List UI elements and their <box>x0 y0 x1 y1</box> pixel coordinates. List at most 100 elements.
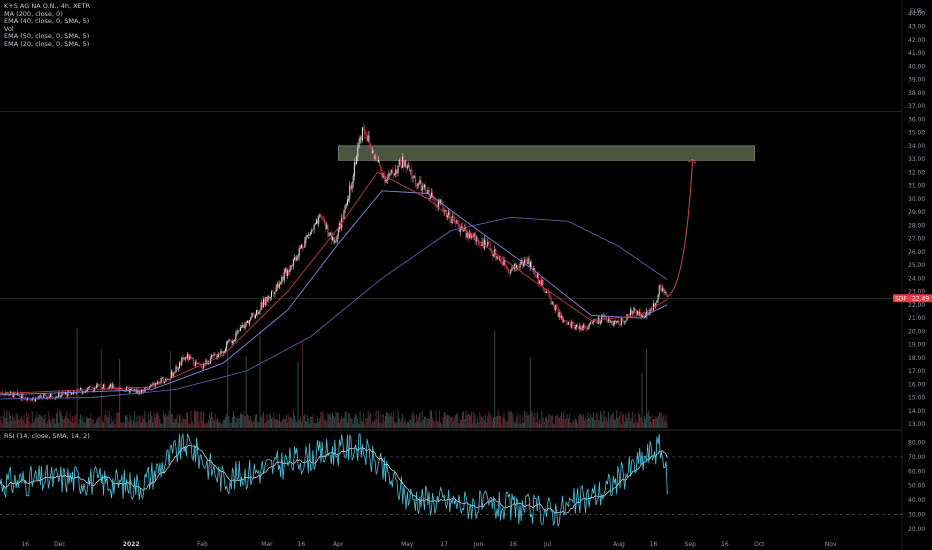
volume-bar <box>394 421 396 428</box>
candle-body <box>128 387 130 393</box>
candle-body <box>367 135 369 141</box>
candle-body <box>58 392 60 397</box>
candle-body <box>195 361 197 366</box>
candle-body <box>344 205 346 210</box>
volume-bar <box>497 410 499 428</box>
volume-bar <box>612 412 614 428</box>
legend-ema40[interactable]: EMA (40, close, 0, SMA, 5) <box>4 17 90 26</box>
volume-bar <box>251 421 253 428</box>
price-tick-label: 37.00 <box>908 103 925 110</box>
volume-bar <box>638 411 640 428</box>
volume-bar <box>444 412 446 428</box>
volume-bar <box>205 423 207 428</box>
volume-bar <box>76 328 78 428</box>
volume-bar <box>230 422 232 428</box>
volume-series <box>0 328 668 428</box>
candle-body <box>505 266 507 268</box>
volume-bar <box>277 420 279 428</box>
candle-body <box>214 353 216 355</box>
legend-ema50[interactable]: EMA (50, close, 0, SMA, 5) <box>4 32 90 41</box>
legend-ema20[interactable]: EMA (20, close, 0, SMA, 5) <box>4 39 90 48</box>
volume-bar <box>319 418 321 428</box>
candle-body <box>142 389 144 393</box>
candle-body <box>510 269 512 273</box>
volume-bar <box>366 418 368 428</box>
candle-body <box>522 263 524 266</box>
volume-bar <box>405 423 407 428</box>
volume-bar <box>53 418 55 428</box>
candlestick-series <box>0 122 668 403</box>
legend-vol[interactable]: Vol <box>4 24 14 33</box>
volume-bar <box>503 413 505 428</box>
price-tick-label: 24.00 <box>908 275 925 282</box>
volume-bar <box>513 422 515 428</box>
candle-body <box>82 391 84 394</box>
candle-body <box>537 273 539 284</box>
volume-bar <box>54 423 56 428</box>
legend-ma200[interactable]: MA (200, close, 0) <box>4 9 63 18</box>
candle-body <box>473 233 475 237</box>
candle-body <box>629 309 631 316</box>
candle-body <box>289 269 291 273</box>
candle-body <box>476 237 478 240</box>
candle-body <box>655 302 657 307</box>
volume-bar <box>165 413 167 428</box>
candle-body <box>647 310 649 315</box>
volume-bar <box>1 422 3 428</box>
volume-bar <box>177 422 179 428</box>
volume-bar <box>138 415 140 428</box>
indicator-legend: K+S AG NA O.N., 4h, XETR MA (200, close,… <box>4 2 90 49</box>
volume-bar <box>551 414 553 428</box>
volume-bar <box>185 412 187 428</box>
volume-bar <box>544 417 546 428</box>
candle-body <box>494 248 496 255</box>
volume-bar <box>458 423 460 428</box>
volume-bar <box>358 423 360 428</box>
volume-bar <box>443 411 445 428</box>
candle-body <box>244 323 246 329</box>
price-tick-label: 19.00 <box>908 342 925 349</box>
candle-body <box>356 156 358 165</box>
candle-body <box>373 150 375 160</box>
volume-bar <box>13 417 15 428</box>
volume-bar <box>648 410 650 428</box>
candle-body <box>55 396 57 398</box>
volume-bar <box>160 423 162 428</box>
volume-bar <box>231 417 233 428</box>
volume-bar <box>188 423 190 428</box>
volume-bar <box>451 416 453 428</box>
volume-bar <box>623 414 625 428</box>
candle-body <box>528 258 530 268</box>
volume-bar <box>349 413 351 428</box>
rsi-sma-line <box>0 444 668 514</box>
candle-body <box>116 389 118 390</box>
volume-bar <box>631 418 633 428</box>
candle-body <box>444 210 446 212</box>
candle-body <box>623 320 625 322</box>
candle-body <box>45 394 47 399</box>
volume-bar <box>239 412 241 428</box>
candle-body <box>150 385 152 387</box>
candle-body <box>229 339 231 341</box>
candle-body <box>322 218 324 220</box>
last-price-symbol: SDF <box>895 295 907 302</box>
volume-bar <box>200 411 202 428</box>
candle-body <box>65 392 67 394</box>
rsi-legend[interactable]: RSI (14, close, SMA, 14, 2) <box>4 432 90 440</box>
candle-body <box>170 371 172 379</box>
volume-bar <box>462 412 464 428</box>
candle-body <box>329 232 331 236</box>
volume-bar <box>606 421 608 428</box>
candle-body <box>342 218 344 219</box>
volume-bar <box>363 412 365 428</box>
candle-body <box>80 388 82 391</box>
volume-bar <box>62 419 64 428</box>
candle-body <box>157 381 159 385</box>
volume-bar <box>225 416 226 428</box>
candle-body <box>617 320 619 323</box>
candle-body <box>257 310 259 314</box>
candle-body <box>350 185 352 190</box>
volume-bar <box>208 412 210 428</box>
candle-body <box>147 387 149 389</box>
